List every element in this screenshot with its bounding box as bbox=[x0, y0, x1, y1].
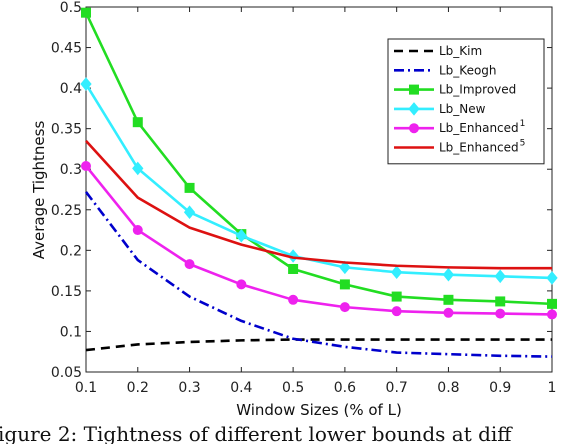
marker-2 bbox=[339, 279, 350, 290]
legend-label-2: Lb_Improved bbox=[439, 83, 516, 97]
marker-3 bbox=[235, 228, 247, 243]
y-tick-label: 0.1 bbox=[60, 324, 82, 340]
marker-4 bbox=[288, 294, 299, 305]
x-tick-label: 0.1 bbox=[75, 380, 97, 396]
y-tick-label: 0.45 bbox=[51, 41, 82, 57]
x-tick-label: 0.9 bbox=[489, 380, 511, 396]
series-line-4 bbox=[84, 165, 553, 316]
series-line-2 bbox=[84, 12, 553, 306]
marker-4 bbox=[547, 309, 557, 320]
y-tick-label: 0.5 bbox=[60, 0, 82, 16]
x-tick-label: 1 bbox=[548, 380, 557, 396]
legend-label-3: Lb_New bbox=[439, 102, 486, 116]
x-tick-label: 0.8 bbox=[437, 380, 459, 396]
marker-3 bbox=[80, 77, 92, 91]
legend: Lb_Kim Lb_Keogh Lb_Improved Lb_New Lb_Enhanc… bbox=[387, 38, 545, 165]
marker-4 bbox=[339, 302, 350, 313]
marker-3 bbox=[442, 267, 455, 282]
series-line-1 bbox=[84, 191, 553, 358]
marker-4 bbox=[184, 259, 195, 270]
marker-2 bbox=[288, 263, 299, 274]
marker-2 bbox=[81, 7, 91, 18]
x-axis-label: Window Sizes (% of L) bbox=[236, 401, 402, 419]
marker-4 bbox=[443, 307, 454, 318]
marker-4 bbox=[495, 308, 506, 319]
legend-superscript-4: 1 bbox=[520, 119, 526, 129]
marker-2 bbox=[443, 294, 454, 305]
series-line-5 bbox=[85, 139, 552, 270]
y-tick-label: 0.05 bbox=[51, 365, 82, 381]
marker-2 bbox=[132, 117, 143, 128]
marker-3 bbox=[339, 260, 351, 275]
marker-4 bbox=[132, 225, 143, 236]
marker-2 bbox=[547, 298, 557, 309]
marker-4 bbox=[391, 306, 402, 317]
legend-superscript-5: 5 bbox=[520, 139, 526, 149]
x-tick-label: 0.7 bbox=[386, 380, 408, 396]
y-tick-label: 0.2 bbox=[60, 243, 82, 259]
marker-legend-2 bbox=[409, 84, 419, 95]
series-layer bbox=[80, 7, 558, 358]
legend-label-5: Lb_Enhanced bbox=[439, 141, 519, 155]
x-ticks: 0.1 0.2 0.3 0.4 0.5 0.6 0.7 0.8 0.9 1 bbox=[75, 7, 557, 396]
legend-label-4: Lb_Enhanced bbox=[439, 121, 519, 135]
x-tick-label: 0.2 bbox=[127, 380, 149, 396]
legend-label-1: Lb_Keogh bbox=[439, 63, 497, 77]
x-tick-label: 0.3 bbox=[178, 380, 200, 396]
x-tick-label: 0.4 bbox=[230, 380, 252, 396]
marker-2 bbox=[391, 291, 402, 302]
marker-4 bbox=[81, 160, 91, 171]
marker-2 bbox=[495, 296, 506, 307]
marker-3 bbox=[391, 265, 403, 280]
marker-3 bbox=[494, 269, 506, 284]
marker-legend-3 bbox=[408, 102, 420, 116]
figure-caption: igure 2: Tightness of different lower bo… bbox=[0, 422, 513, 444]
marker-legend-4 bbox=[409, 123, 419, 134]
marker-2 bbox=[184, 182, 195, 193]
legend-label-0: Lb_Kim bbox=[439, 44, 482, 58]
marker-3 bbox=[183, 205, 196, 219]
y-tick-label: 0.25 bbox=[51, 203, 82, 219]
x-tick-label: 0.6 bbox=[334, 380, 356, 396]
y-tick-label: 0.35 bbox=[51, 122, 82, 138]
y-axis-label: Average Tightness bbox=[30, 121, 48, 260]
y-tick-label: 0.15 bbox=[51, 284, 82, 300]
series-line-0 bbox=[85, 338, 552, 352]
y-tick-label: 0.3 bbox=[60, 162, 82, 178]
legend-box bbox=[387, 38, 545, 165]
marker-4 bbox=[236, 279, 247, 290]
x-tick-label: 0.5 bbox=[282, 380, 304, 396]
marker-3 bbox=[132, 161, 144, 176]
series-line-3 bbox=[84, 83, 553, 280]
y-tick-label: 0.4 bbox=[60, 81, 82, 97]
marker-3 bbox=[546, 271, 558, 285]
